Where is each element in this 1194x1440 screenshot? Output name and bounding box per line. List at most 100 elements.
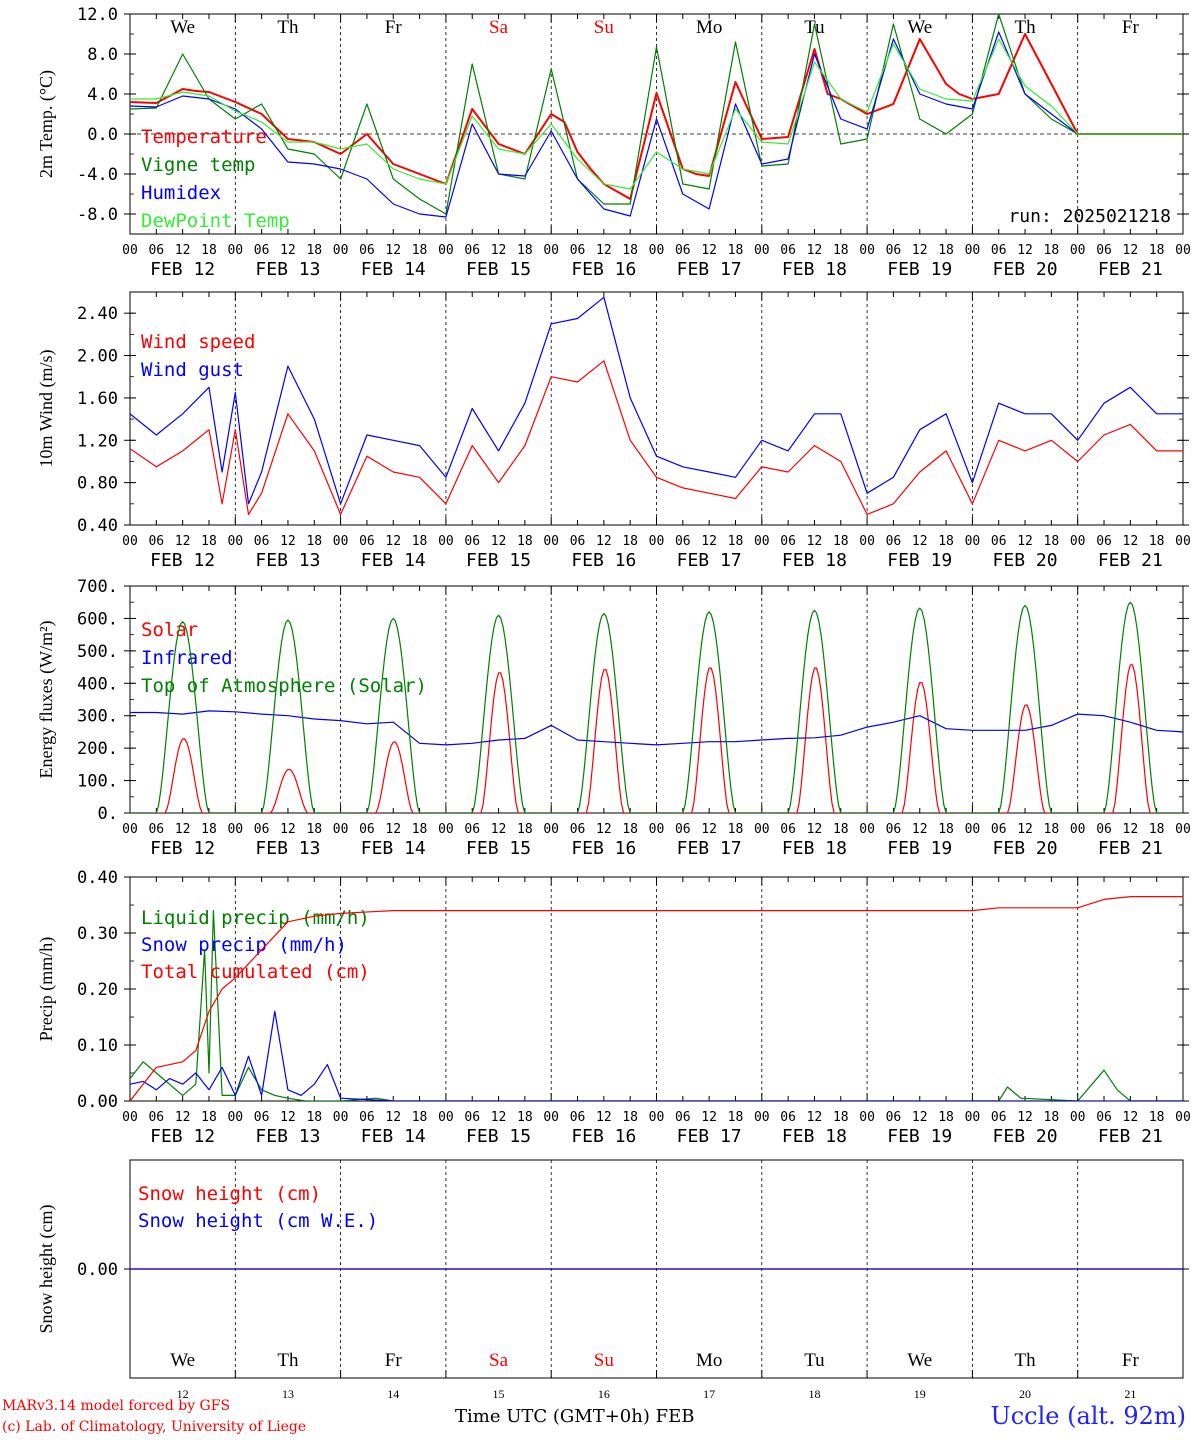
date-label: FEB 16 — [571, 1126, 636, 1147]
model-credit: MARv3.14 model forced by GFS — [2, 1398, 231, 1414]
hour-tick-label: 12 — [491, 822, 507, 837]
hour-tick-label: 06 — [675, 1110, 691, 1125]
precip-series-snow-precip-mm-h — [130, 1010, 1183, 1101]
temperature-series-dewpoint-temp — [130, 38, 1183, 190]
legend-entry: Total cumulated (cm) — [141, 961, 370, 983]
hour-tick-label: 18 — [1044, 243, 1060, 258]
hour-tick-label: 18 — [1149, 1110, 1165, 1125]
hour-tick-label: 12 — [1017, 243, 1033, 258]
hour-tick-label: 06 — [886, 534, 902, 549]
y-tick-label: 8.0 — [87, 45, 118, 65]
hour-tick-label: 06 — [148, 1110, 164, 1125]
y-tick-label: 0.30 — [77, 924, 118, 944]
hour-tick-label: 00 — [543, 822, 559, 837]
hour-tick-label: 12 — [807, 243, 823, 258]
hour-tick-label: 18 — [1149, 822, 1165, 837]
snow-panel: 0.00 Snow height (cm) 12 13 14 15 16 17 18 19 20 21… — [36, 1159, 1189, 1401]
hour-tick-label: 12 — [175, 822, 191, 837]
hour-tick-label: 18 — [517, 1110, 533, 1125]
y-tick-label: 0.0 — [87, 125, 118, 145]
weekday-label: Fr — [1122, 17, 1140, 38]
hour-tick-label: 00 — [438, 1110, 454, 1125]
y-tick-label: 0. — [98, 804, 118, 824]
hour-tick-label: 06 — [780, 534, 796, 549]
hour-tick-label: 06 — [570, 1110, 586, 1125]
hour-tick-label: 00 — [1175, 243, 1191, 258]
weekday-label: Sa — [489, 17, 509, 38]
hour-tick-label: 12 — [280, 243, 296, 258]
hour-tick-label: 12 — [175, 1110, 191, 1125]
date-label: FEB 13 — [255, 550, 320, 571]
hour-tick-label: 00 — [1175, 534, 1191, 549]
legend-entry: Wind speed — [141, 331, 255, 353]
hour-tick-label: 12 — [385, 534, 401, 549]
hour-tick-label: 18 — [938, 822, 954, 837]
hour-tick-label: 06 — [780, 1110, 796, 1125]
date-label: FEB 19 — [887, 1126, 952, 1147]
hour-tick-label: 18 — [1149, 243, 1165, 258]
hour-tick-label: 12 — [1123, 243, 1139, 258]
legend-entry: Solar — [141, 619, 198, 641]
hour-tick-label: 00 — [965, 1110, 981, 1125]
date-label: FEB 19 — [887, 838, 952, 859]
hour-tick-label: 18 — [938, 243, 954, 258]
hour-tick-label: 12 — [280, 534, 296, 549]
date-label: FEB 18 — [782, 550, 847, 571]
weekday-label: Fr — [1122, 1350, 1140, 1371]
hour-tick-label: 18 — [201, 534, 217, 549]
hour-tick-label: 12 — [912, 822, 928, 837]
hour-tick-label: 12 — [1017, 822, 1033, 837]
hour-tick-label: 06 — [254, 1110, 270, 1125]
run-annotation: run: 2025021218 — [1008, 206, 1171, 227]
hour-tick-label: 00 — [1070, 1110, 1086, 1125]
precip-series-total-cumulated-cm — [130, 895, 1183, 1101]
hour-tick-label: 06 — [464, 534, 480, 549]
date-label: FEB 21 — [1098, 1126, 1163, 1147]
weekday-label: Mo — [696, 1350, 722, 1371]
hour-tick-label: 00 — [754, 1110, 770, 1125]
energy-series-infrared — [130, 710, 1183, 746]
day-number-label: 19 — [914, 1387, 926, 1401]
date-label: FEB 13 — [255, 259, 320, 280]
hour-tick-label: 18 — [622, 534, 638, 549]
hour-tick-label: 06 — [675, 822, 691, 837]
y-tick-label: 0.00 — [77, 1092, 118, 1112]
hour-tick-label: 18 — [201, 243, 217, 258]
hour-tick-label: 06 — [359, 822, 375, 837]
hour-tick-label: 18 — [1149, 534, 1165, 549]
date-label: FEB 15 — [466, 1126, 531, 1147]
hour-tick-label: 06 — [464, 822, 480, 837]
y-tick-label: 600. — [77, 609, 118, 629]
hour-tick-label: 12 — [807, 534, 823, 549]
snow-ylabel: Snow height (cm) — [36, 1205, 57, 1334]
y-tick-label: 0.10 — [77, 1036, 118, 1056]
hour-tick-label: 06 — [675, 243, 691, 258]
date-label: FEB 15 — [466, 838, 531, 859]
hour-tick-label: 06 — [254, 534, 270, 549]
date-label: FEB 20 — [993, 838, 1058, 859]
hour-tick-label: 00 — [649, 1110, 665, 1125]
weekday-label: Th — [1014, 17, 1036, 38]
weekday-label: Su — [594, 1350, 615, 1371]
hour-tick-label: 12 — [175, 243, 191, 258]
hour-tick-label: 00 — [227, 534, 243, 549]
legend-entry: Infrared — [141, 647, 233, 669]
hour-tick-label: 00 — [859, 243, 875, 258]
hour-tick-label: 00 — [333, 822, 349, 837]
hour-tick-label: 18 — [306, 822, 322, 837]
hour-tick-label: 06 — [148, 534, 164, 549]
temperature-ylabel: 2m Temp. (°C) — [36, 70, 57, 178]
temperature-series-humidex — [130, 31, 1183, 218]
y-tick-label: 0.00 — [77, 1260, 118, 1280]
legend-entry: Snow height (cm W.E.) — [138, 1210, 378, 1232]
date-label: FEB 16 — [571, 259, 636, 280]
y-tick-label: 700. — [77, 577, 118, 597]
hour-tick-label: 00 — [649, 534, 665, 549]
date-label: FEB 14 — [361, 259, 426, 280]
hour-tick-label: 18 — [938, 1110, 954, 1125]
y-tick-label: 2.00 — [77, 347, 118, 367]
hour-tick-label: 00 — [859, 534, 875, 549]
hour-tick-label: 12 — [491, 243, 507, 258]
